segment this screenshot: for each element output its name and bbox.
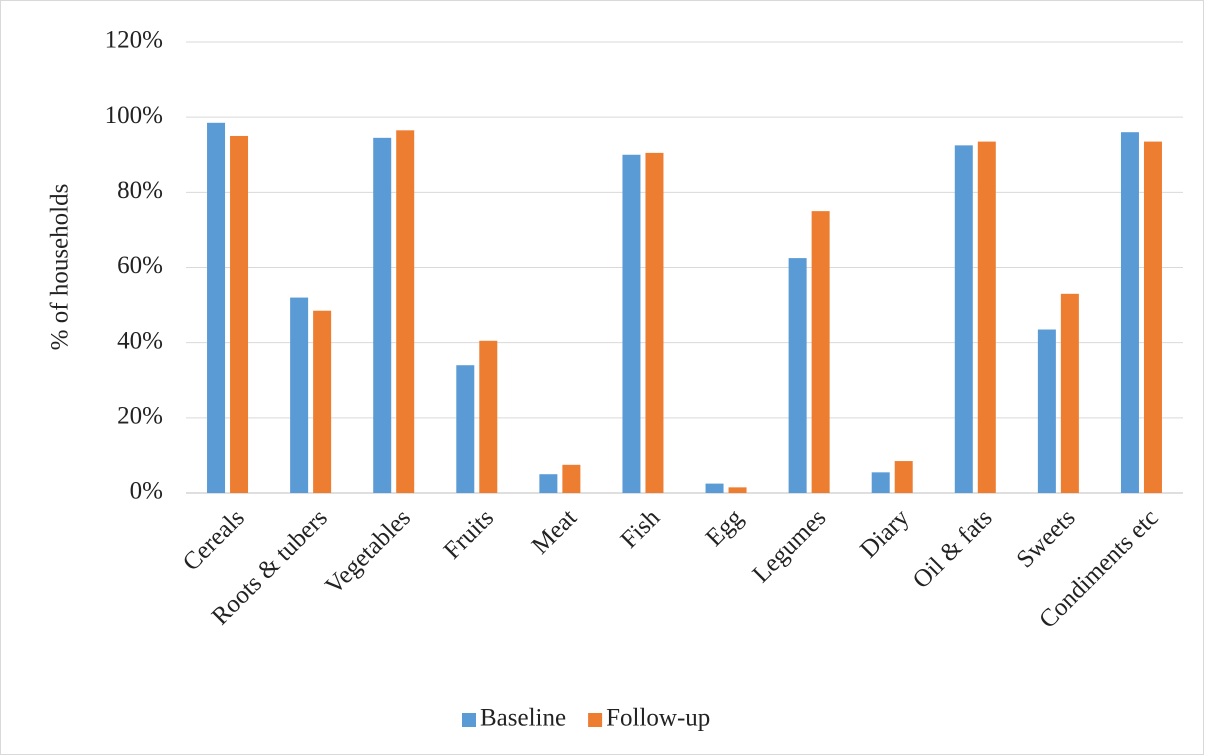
y-tick-label: 40% — [117, 327, 163, 354]
bar — [1143, 141, 1162, 494]
bar — [788, 258, 807, 493]
bar — [954, 145, 973, 493]
legend-label: Baseline — [480, 705, 566, 732]
bar — [313, 310, 332, 493]
bar — [539, 474, 558, 493]
legend-label: Follow-up — [606, 705, 710, 732]
y-tick-label: 100% — [105, 102, 163, 129]
y-tick-label: 120% — [105, 27, 163, 54]
y-tick-label: 80% — [117, 177, 163, 204]
bar — [1120, 132, 1139, 493]
bar — [562, 464, 581, 493]
bar — [1060, 293, 1079, 493]
bar — [645, 152, 664, 493]
bar — [622, 154, 641, 493]
y-tick-label: 20% — [117, 403, 163, 430]
bar — [894, 461, 913, 493]
bar — [373, 137, 392, 493]
bar — [728, 487, 747, 493]
bar — [456, 365, 475, 493]
bar — [1037, 329, 1056, 493]
bar — [230, 135, 249, 494]
y-tick-label: 0% — [130, 478, 163, 505]
bar — [811, 211, 830, 493]
bar — [871, 472, 890, 493]
y-axis-label: % of households — [47, 184, 74, 351]
legend-swatch — [462, 713, 476, 727]
bar — [479, 340, 498, 493]
legend-swatch — [588, 713, 603, 727]
bar — [977, 141, 996, 494]
bar — [207, 122, 226, 493]
bar — [396, 130, 415, 493]
y-tick-label: 60% — [117, 252, 163, 279]
bar — [290, 297, 309, 493]
bar — [705, 483, 724, 493]
